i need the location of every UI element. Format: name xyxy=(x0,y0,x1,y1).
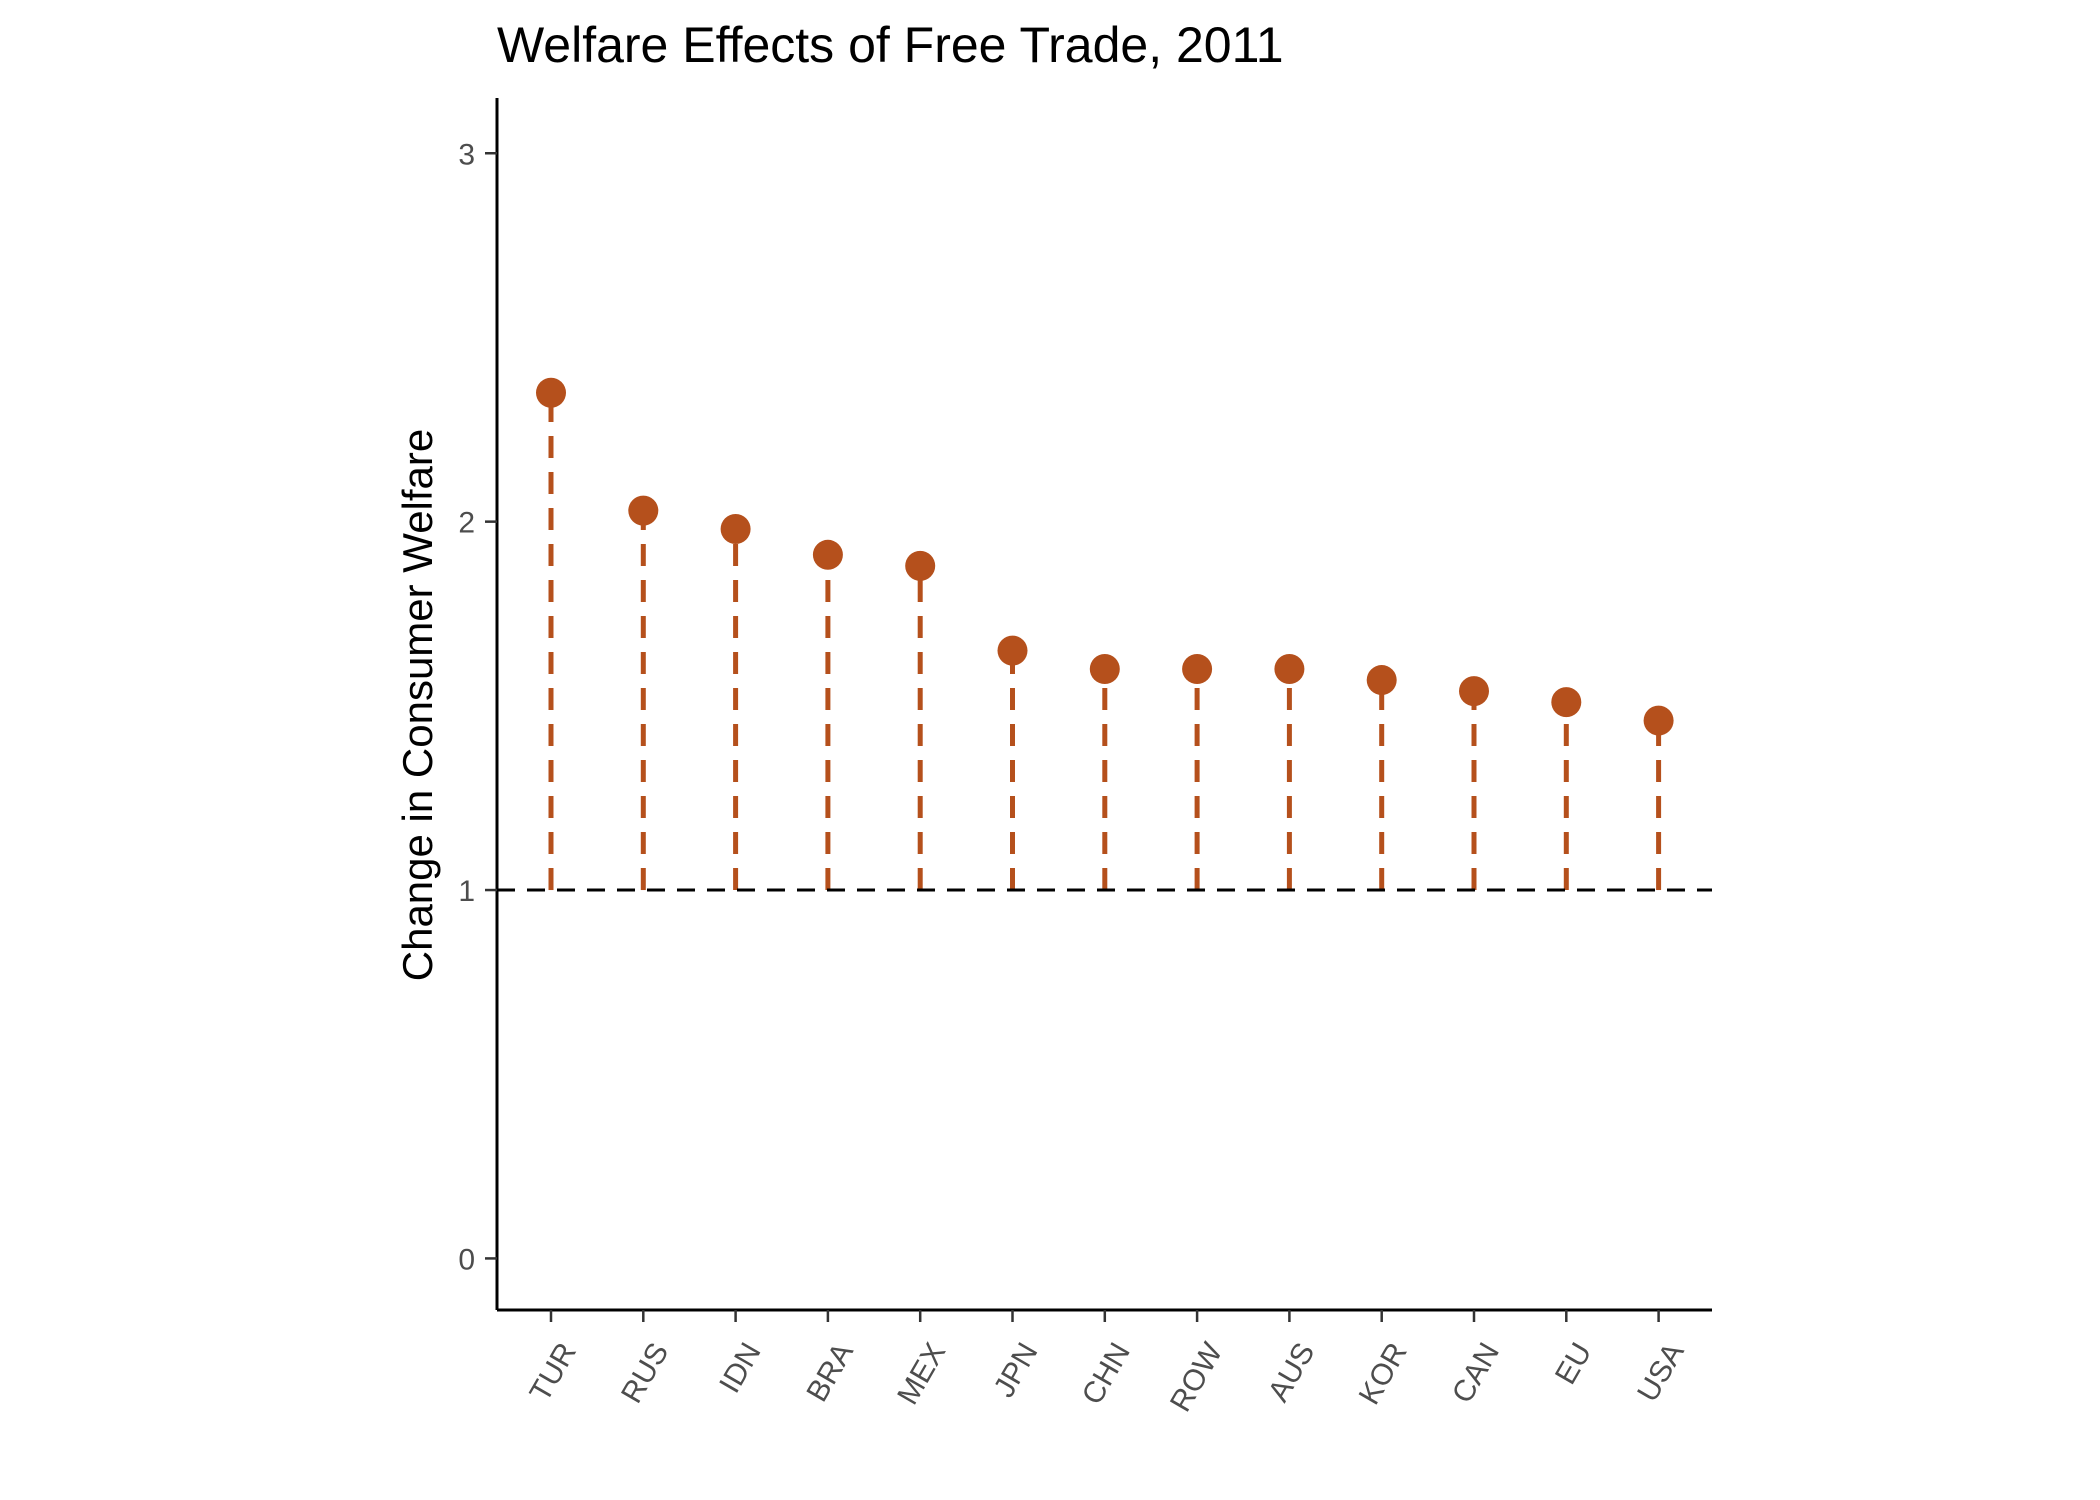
point-can xyxy=(1459,676,1489,707)
x-tick-label-bra: BRA xyxy=(801,1337,860,1407)
y-tick-label-2: 2 xyxy=(458,507,475,540)
x-tick-label-aus: AUS xyxy=(1262,1337,1321,1407)
point-usa xyxy=(1643,705,1674,736)
y-tick-label-0: 0 xyxy=(458,1243,475,1276)
x-tick-label-chn: CHN xyxy=(1076,1337,1137,1410)
point-eu xyxy=(1551,687,1582,718)
point-idn xyxy=(720,514,751,545)
x-tick-label-mex: MEX xyxy=(891,1337,952,1410)
point-jpn xyxy=(997,635,1028,666)
chart-title: Welfare Effects of Free Trade, 2011 xyxy=(497,17,1284,73)
x-tick-label-kor: KOR xyxy=(1353,1337,1414,1410)
x-tick-label-idn: IDN xyxy=(713,1337,767,1398)
y-tick-label-1: 1 xyxy=(458,875,475,908)
x-tick-label-usa: USA xyxy=(1631,1337,1690,1407)
x-tick-label-eu: EU xyxy=(1549,1337,1598,1390)
x-tick-label-jpn: JPN xyxy=(988,1337,1045,1403)
x-tick-label-can: CAN xyxy=(1446,1337,1506,1408)
y-axis-title: Change in Consumer Welfare xyxy=(394,429,441,982)
point-chn xyxy=(1089,654,1120,685)
y-tick-label-3: 3 xyxy=(458,138,475,171)
point-tur xyxy=(536,377,566,408)
point-aus xyxy=(1274,654,1305,685)
x-tick-label-rus: RUS xyxy=(615,1337,675,1408)
point-rus xyxy=(628,495,659,526)
point-row xyxy=(1182,654,1213,685)
point-bra xyxy=(812,539,843,570)
x-tick-label-tur: TUR xyxy=(524,1337,583,1407)
point-mex xyxy=(905,550,936,581)
plot-area: 0 1 2 3 TUR RUS IDN BRA MEX JPN CHN ROW AUS KOR CAN EU U… xyxy=(458,98,1712,1417)
x-tick-label-row: ROW xyxy=(1164,1337,1230,1418)
point-kor xyxy=(1366,665,1397,696)
